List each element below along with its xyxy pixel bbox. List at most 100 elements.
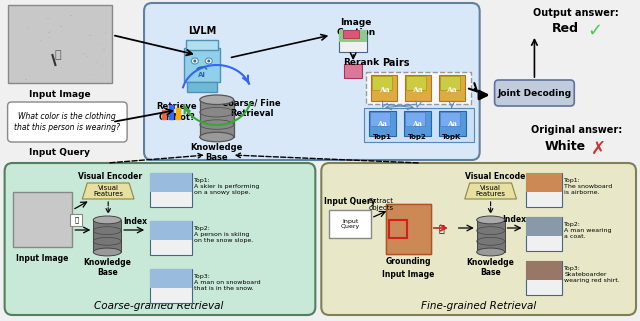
Bar [527,173,563,192]
Bar [440,112,460,126]
Ellipse shape [93,248,121,256]
Text: Visual
Features: Visual Features [93,185,123,197]
Bar [343,30,359,38]
Text: Top1:
A skier is performing
on a snowy slope.: Top1: A skier is performing on a snowy s… [194,178,259,195]
Bar [50,44,52,45]
Text: Image
Caption: Image Caption [337,18,376,38]
Bar [51,76,52,77]
Text: Top2:
A man wearing
a coat.: Top2: A man wearing a coat. [564,222,612,239]
Text: Index: Index [123,217,147,226]
Bar [101,76,102,77]
Text: Fine-grained Retrieval: Fine-grained Retrieval [421,301,536,311]
Text: Grounding: Grounding [385,257,431,266]
Bar [88,26,90,27]
Text: Coarse/ Fine
Retrieval: Coarse/ Fine Retrieval [222,98,281,118]
Bar [13,192,72,247]
Text: Knowledge
Base: Knowledge Base [83,258,131,277]
Bar [405,75,431,101]
Bar [369,111,396,136]
Text: Visual Encoder: Visual Encoder [78,172,142,181]
Bar [95,31,96,32]
Text: Output answer:: Output answer: [533,8,619,18]
Text: TopK: TopK [442,134,461,140]
Text: Top3:
A man on snowboard
that is in the snow.: Top3: A man on snowboard that is in the … [194,274,260,291]
Text: Input Image: Input Image [29,90,90,99]
Bar [92,41,94,42]
Bar [61,9,63,10]
Text: Knowledge
Base: Knowledge Base [191,143,243,162]
FancyBboxPatch shape [495,80,574,106]
Text: ✗: ✗ [591,140,605,158]
Text: Visual Encoder: Visual Encoder [465,172,529,181]
Bar [169,105,174,120]
Bar [184,48,220,82]
Text: Top2: Top2 [408,134,426,140]
Bar [150,269,192,303]
Text: Extract
objects: Extract objects [369,198,394,211]
Ellipse shape [193,59,196,63]
Bar [364,108,474,142]
Bar [439,75,465,101]
Text: 🔍: 🔍 [439,223,445,233]
Text: ✓: ✓ [588,22,603,40]
Text: Input Image: Input Image [382,270,434,279]
Bar [439,111,466,136]
Ellipse shape [477,248,504,256]
Text: Knowledge
Base: Knowledge Base [467,258,515,277]
Bar [406,76,426,90]
Text: 🔍: 🔍 [74,217,79,223]
Bar [339,30,367,52]
Text: Input Query: Input Query [324,197,376,206]
Text: Index: Index [502,215,527,224]
Bar [366,72,470,104]
Text: Red: Red [552,22,579,35]
Text: Input
Query: Input Query [340,219,360,230]
Bar [176,108,181,120]
Bar [344,64,362,78]
Text: Aa: Aa [377,120,387,128]
FancyBboxPatch shape [8,102,127,142]
Bar [150,173,192,207]
Bar [8,5,112,83]
Bar [150,173,192,192]
Ellipse shape [191,58,198,64]
Bar [54,23,56,24]
Bar [10,11,12,12]
Bar [527,173,563,207]
Bar [477,220,504,252]
Bar [527,261,563,295]
Text: Joint Decoding: Joint Decoding [497,89,572,98]
Bar [386,204,431,254]
Text: Aa: Aa [413,86,423,94]
Text: Top1:
The snowboard
is airborne.: Top1: The snowboard is airborne. [564,178,612,195]
Text: Visual
Features: Visual Features [476,185,506,197]
Bar [405,112,425,126]
Text: Aa: Aa [412,120,422,128]
Bar [372,76,392,90]
Bar [200,100,234,137]
Text: Input Query: Input Query [29,148,90,157]
Bar [150,221,192,240]
Bar [28,80,29,81]
Bar [51,79,52,80]
Bar [370,112,390,126]
Bar [70,214,83,226]
Bar [527,261,563,280]
Ellipse shape [93,216,121,224]
Text: Pairs: Pairs [382,58,410,68]
Bar [81,70,83,71]
Text: What color is the clothing
that this person is wearing?: What color is the clothing that this per… [14,112,120,132]
Text: LVLM: LVLM [188,26,216,36]
Text: Aa: Aa [447,86,457,94]
Bar [329,210,371,238]
Text: Coarse-grained Retrieval: Coarse-grained Retrieval [94,301,223,311]
Bar [386,204,431,254]
Bar [97,68,99,69]
Bar [58,19,60,20]
FancyBboxPatch shape [321,163,636,315]
Text: Aa: Aa [447,120,457,128]
Bar [27,8,29,9]
Bar [59,33,60,34]
Text: Input Image: Input Image [16,254,68,263]
Ellipse shape [477,216,504,224]
